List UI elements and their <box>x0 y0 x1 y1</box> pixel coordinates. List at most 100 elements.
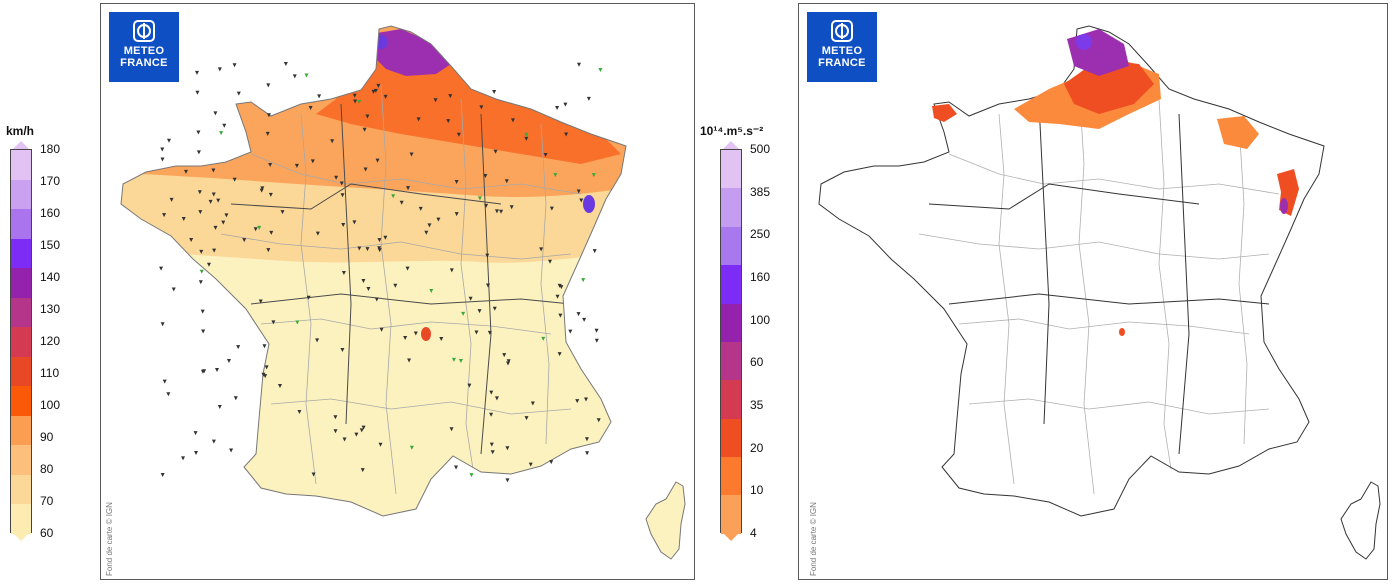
station-marker <box>448 94 453 99</box>
station-marker <box>317 94 322 99</box>
station-marker <box>485 253 490 258</box>
left-scale-tick-label: 70 <box>40 494 54 508</box>
station-marker <box>458 359 463 364</box>
station-marker <box>557 283 562 288</box>
station-marker <box>492 306 497 311</box>
station-marker <box>524 132 529 137</box>
station-marker <box>213 225 218 230</box>
station-marker <box>576 189 581 194</box>
station-marker <box>424 230 429 235</box>
station-marker <box>242 238 247 243</box>
station-marker <box>549 206 554 211</box>
station-marker <box>594 328 599 333</box>
right-scale-bottom-arrow <box>723 533 739 541</box>
corsica <box>645 481 686 560</box>
station-marker <box>198 210 203 215</box>
station-marker <box>383 235 388 240</box>
station-marker <box>160 472 165 477</box>
station-marker <box>297 410 302 415</box>
left-scale-tick-label: 170 <box>40 174 61 188</box>
station-marker <box>399 200 404 205</box>
station-marker <box>489 390 494 395</box>
meteo-france-logo: METEO FRANCE <box>807 12 877 82</box>
station-marker <box>359 428 364 433</box>
station-marker <box>160 322 165 327</box>
station-marker <box>376 83 381 88</box>
right-scale-bar <box>720 149 742 534</box>
station-marker <box>582 317 587 322</box>
station-marker <box>261 372 266 377</box>
right-scale-tick-label: 60 <box>750 355 764 370</box>
station-markers <box>159 62 603 483</box>
station-marker <box>543 153 548 158</box>
left-scale-tick-label: 150 <box>40 238 61 252</box>
station-marker <box>258 299 263 304</box>
energy-peak-north <box>1076 34 1092 50</box>
station-marker <box>524 416 529 421</box>
station-marker <box>352 220 357 225</box>
station-marker <box>383 94 388 99</box>
station-marker <box>365 247 370 252</box>
station-marker <box>260 186 265 191</box>
station-marker <box>213 111 218 116</box>
station-marker <box>162 213 167 218</box>
meteo-france-logo: METEO FRANCE <box>109 12 179 82</box>
france-energy-map <box>818 25 1381 560</box>
station-marker <box>596 418 601 423</box>
station-marker <box>594 338 599 343</box>
station-marker <box>194 451 199 456</box>
department-borders <box>220 83 582 495</box>
station-marker <box>214 367 219 372</box>
station-marker <box>541 336 546 341</box>
station-marker <box>489 442 494 447</box>
station-marker <box>548 259 553 264</box>
station-marker <box>502 353 507 358</box>
station-marker <box>201 329 206 334</box>
station-marker <box>454 212 459 217</box>
station-marker <box>553 173 558 178</box>
station-marker <box>509 205 514 210</box>
station-marker <box>361 425 366 430</box>
station-marker <box>403 335 408 340</box>
station-marker <box>330 139 335 144</box>
left-scale-tick-label: 90 <box>40 430 54 444</box>
map-credit: Fond de carte © IGN <box>809 502 818 576</box>
station-marker <box>342 437 347 442</box>
station-marker <box>357 246 362 251</box>
map-credit: Fond de carte © IGN <box>105 502 114 576</box>
station-marker <box>360 468 365 473</box>
station-marker <box>334 175 339 180</box>
station-marker <box>375 158 380 163</box>
station-marker <box>591 173 596 178</box>
station-marker <box>510 118 515 123</box>
station-marker <box>283 62 288 67</box>
station-marker <box>333 415 338 420</box>
right-scale-tick-label: 385 <box>750 184 771 199</box>
station-marker <box>549 460 554 465</box>
station-marker <box>568 329 573 334</box>
station-marker <box>357 99 362 104</box>
station-marker <box>451 357 456 362</box>
right-scale-tick-label: 250 <box>750 227 771 242</box>
left-scale-segment <box>11 386 31 416</box>
station-marker <box>361 278 366 283</box>
station-marker <box>181 216 186 221</box>
logo-text-line1: METEO <box>821 45 863 57</box>
station-marker <box>341 223 346 228</box>
station-marker <box>563 102 568 107</box>
station-marker <box>483 174 488 179</box>
station-marker <box>371 89 376 94</box>
right-scale-segment <box>721 226 741 266</box>
station-marker <box>490 450 495 455</box>
station-marker <box>576 312 581 317</box>
station-marker <box>310 159 315 164</box>
energy-area-west <box>932 104 957 122</box>
right-scale-segment <box>721 341 741 381</box>
station-marker <box>193 431 198 436</box>
station-marker <box>198 280 203 285</box>
right-scale-segment <box>721 495 741 534</box>
right-scale-tick-label: 35 <box>750 398 764 412</box>
station-marker <box>505 478 510 483</box>
station-marker <box>489 412 494 417</box>
station-marker <box>280 210 285 215</box>
